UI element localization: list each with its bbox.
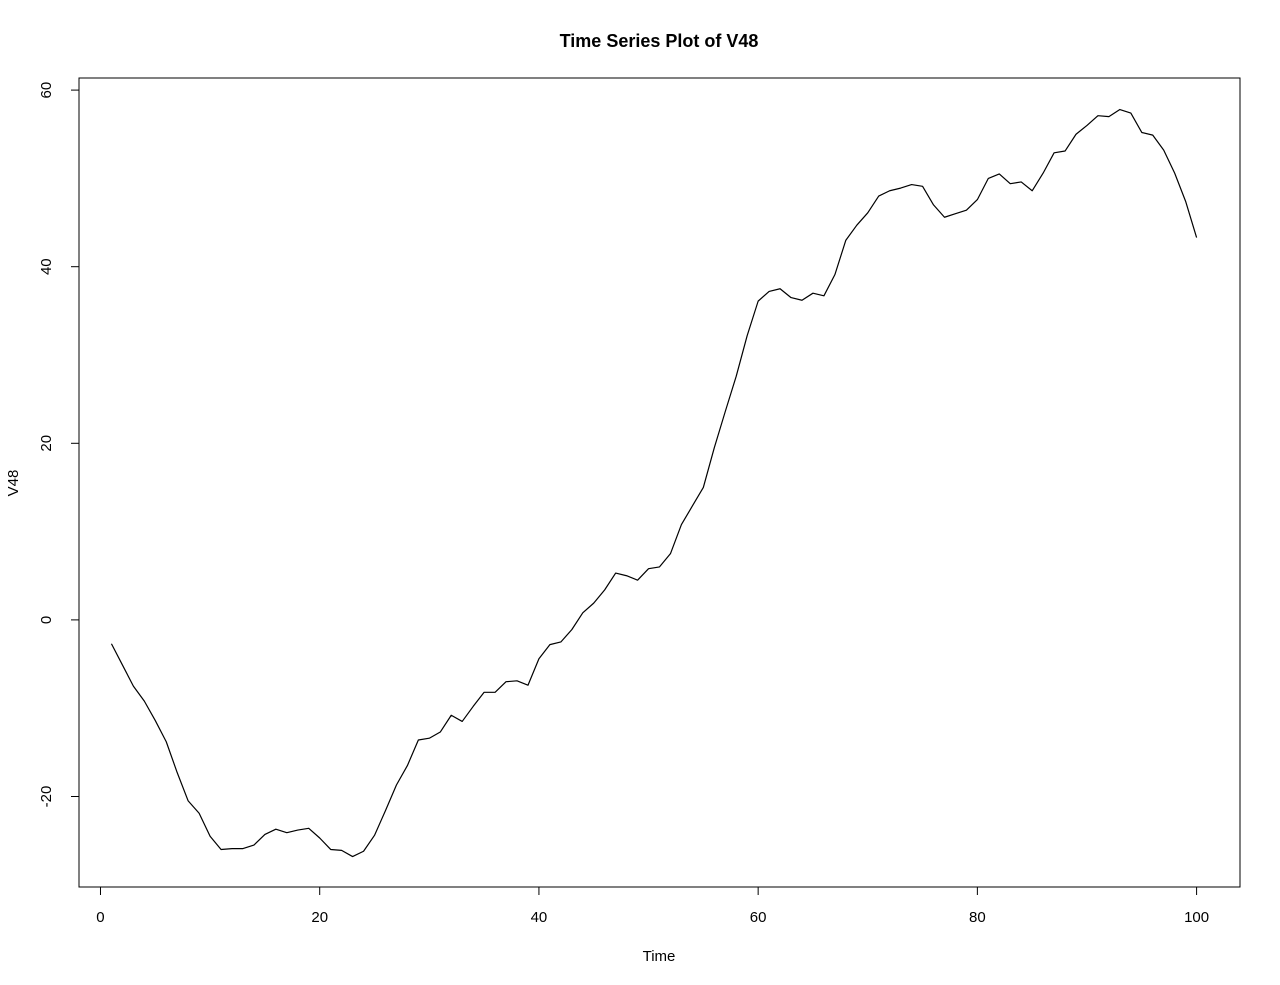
y-tick-label: -20	[38, 786, 55, 808]
chart-title: Time Series Plot of V48	[560, 31, 759, 51]
x-tick-label: 40	[531, 909, 548, 926]
x-tick-label: 80	[969, 909, 986, 926]
x-tick-label: 0	[96, 909, 104, 926]
x-tick-label: 100	[1184, 909, 1209, 926]
plot-frame	[78, 77, 1241, 888]
y-tick-label: 60	[38, 82, 55, 99]
y-tick-label: 40	[38, 258, 55, 275]
x-tick-label: 60	[750, 909, 767, 926]
x-axis-label: Time	[643, 948, 676, 965]
x-axis: 0 20 40 60 80 100	[96, 887, 1209, 926]
y-tick-label: 20	[38, 435, 55, 452]
y-axis-label: V48	[5, 470, 22, 497]
y-tick-label: 0	[38, 616, 55, 624]
x-tick-label: 20	[311, 909, 328, 926]
series-line-v48	[110, 108, 1198, 858]
y-axis: -20 0 20 40 60	[38, 82, 79, 808]
